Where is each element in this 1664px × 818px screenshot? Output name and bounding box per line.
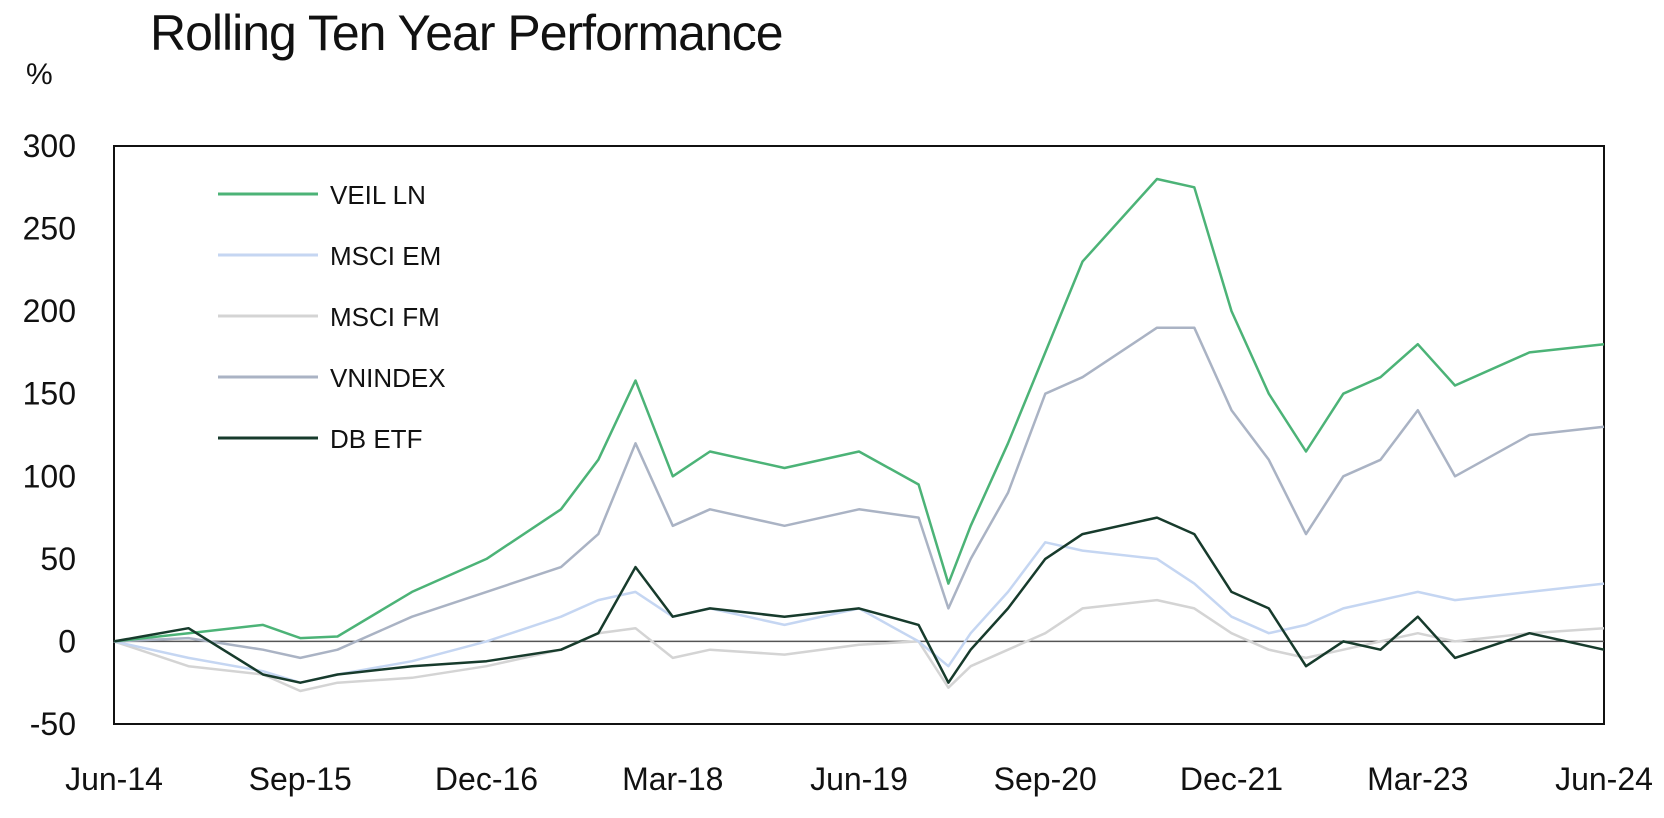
x-tick-label: Mar-18: [622, 761, 723, 797]
series-line-msci-em: [113, 541, 1605, 684]
legend-label: VEIL LN: [330, 180, 426, 210]
x-tick-label: Sep-20: [994, 761, 1097, 797]
plot-area-frame: [113, 145, 1605, 725]
y-tick-label: -50: [30, 706, 76, 742]
x-tick-label: Mar-23: [1367, 761, 1468, 797]
series-line-veil-ln: [113, 177, 1605, 643]
series-line-vnindex: [113, 326, 1605, 660]
x-tick-label: Dec-21: [1180, 761, 1283, 797]
y-tick-label: 200: [23, 293, 76, 329]
legend-label: MSCI FM: [330, 302, 440, 332]
y-tick-label: 100: [23, 458, 76, 494]
x-tick-label: Dec-16: [435, 761, 538, 797]
series-line-db-etf: [113, 516, 1605, 684]
legend-label: DB ETF: [330, 424, 422, 454]
legend: VEIL LN MSCI EM MSCI FM VNINDEX DB ETF: [218, 180, 446, 454]
y-tick-label: 150: [23, 376, 76, 412]
legend-label: MSCI EM: [330, 241, 441, 271]
x-tick-label: Jun-14: [65, 761, 163, 797]
series-lines: [113, 177, 1605, 693]
x-tick-label: Jun-24: [1555, 761, 1653, 797]
y-axis-ticks: 300 250 200 150 100 50 0 -50: [23, 128, 76, 742]
y-axis-unit-label: %: [26, 58, 53, 91]
x-axis-ticks: Jun-14 Sep-15 Dec-16 Mar-18 Jun-19 Sep-20 Dec-…: [65, 761, 1653, 797]
series-line-msci-fm: [113, 598, 1605, 693]
chart-title: Rolling Ten Year Performance: [150, 5, 784, 61]
y-tick-label: 250: [23, 211, 76, 247]
y-tick-label: 300: [23, 128, 76, 164]
x-tick-label: Jun-19: [810, 761, 908, 797]
y-tick-label: 0: [58, 623, 76, 659]
y-tick-label: 50: [40, 541, 76, 577]
x-tick-label: Sep-15: [249, 761, 352, 797]
legend-label: VNINDEX: [330, 363, 446, 393]
